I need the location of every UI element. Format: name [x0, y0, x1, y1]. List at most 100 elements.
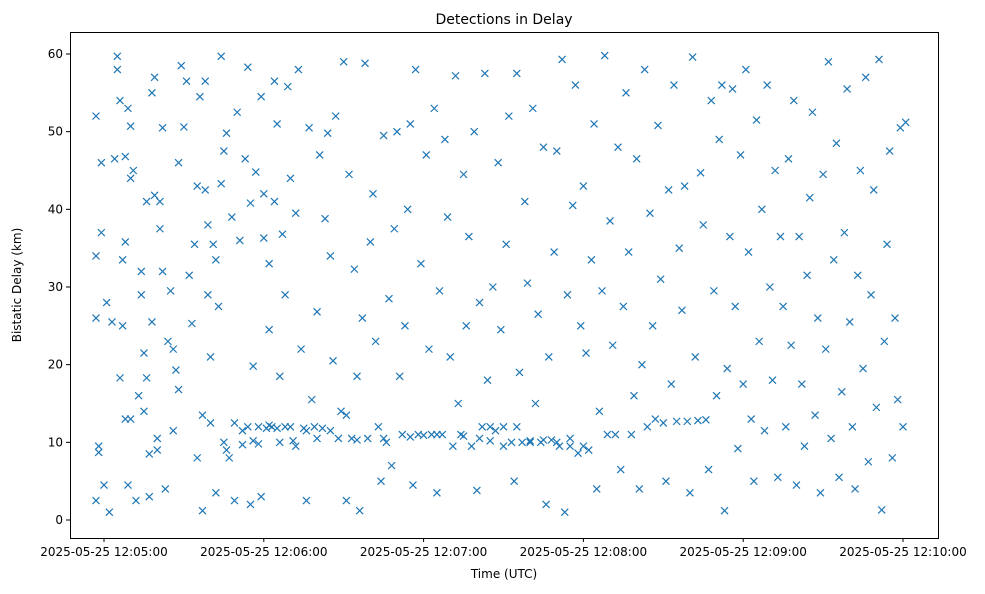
- data-point: [472, 486, 481, 495]
- data-point: [821, 345, 830, 354]
- data-point: [848, 422, 857, 431]
- data-point: [355, 506, 364, 515]
- data-point: [126, 122, 135, 131]
- data-point: [222, 446, 231, 455]
- data-point: [728, 85, 737, 93]
- data-point: [94, 448, 103, 457]
- data-point: [504, 112, 513, 121]
- data-point: [528, 104, 537, 113]
- data-point: [201, 77, 210, 86]
- data-point: [885, 147, 894, 156]
- data-point: [883, 240, 891, 249]
- data-point: [606, 217, 614, 225]
- data-point: [393, 127, 401, 136]
- x-tick-label: 2025-05-25 12:09:00: [679, 545, 806, 559]
- data-point: [283, 82, 292, 91]
- data-point: [435, 286, 444, 295]
- data-point: [566, 434, 575, 443]
- data-point: [217, 179, 226, 188]
- data-point: [880, 337, 889, 346]
- data-point: [467, 442, 476, 451]
- data-point: [784, 154, 793, 163]
- data-point: [297, 345, 306, 354]
- data-point: [827, 434, 836, 443]
- data-point: [217, 52, 226, 61]
- data-point: [824, 57, 833, 66]
- data-point: [275, 438, 284, 447]
- data-point: [667, 380, 676, 389]
- data-point: [358, 314, 367, 322]
- data-point: [209, 240, 218, 249]
- data-point: [603, 430, 612, 439]
- data-point: [206, 352, 215, 361]
- data-point: [805, 193, 814, 202]
- data-point: [720, 506, 729, 515]
- data-point: [422, 151, 431, 159]
- x-axis-label: Time (UTC): [470, 567, 537, 581]
- data-point: [542, 500, 551, 509]
- data-point: [462, 321, 471, 330]
- data-point: [190, 240, 199, 249]
- data-point: [749, 477, 758, 486]
- data-point: [342, 411, 351, 420]
- data-point: [259, 189, 268, 198]
- data-point: [225, 453, 234, 462]
- data-point: [566, 442, 575, 451]
- x-tick-label: 2025-05-25 12:08:00: [520, 545, 647, 559]
- data-point: [709, 286, 718, 295]
- data-point: [691, 352, 700, 361]
- data-point: [654, 121, 662, 130]
- data-point: [779, 302, 788, 311]
- data-point: [331, 112, 340, 121]
- y-tick-label: 0: [55, 513, 63, 527]
- data-point: [347, 434, 356, 443]
- data-point: [539, 436, 548, 444]
- x-tick-label: 2025-05-25 12:07:00: [360, 545, 487, 559]
- data-point: [321, 214, 329, 223]
- data-point: [488, 283, 497, 291]
- data-point: [148, 318, 156, 326]
- data-point: [206, 418, 215, 427]
- data-point: [592, 485, 601, 493]
- data-point: [294, 65, 303, 74]
- data-point: [251, 168, 260, 176]
- data-point: [163, 337, 172, 346]
- data-point: [140, 407, 148, 416]
- data-point: [214, 302, 223, 311]
- data-point: [891, 314, 899, 322]
- data-point: [257, 492, 266, 501]
- data-point: [664, 185, 673, 194]
- data-point: [893, 395, 902, 404]
- data-point: [499, 422, 508, 431]
- data-point: [797, 380, 806, 389]
- data-point: [374, 422, 383, 431]
- data-point: [789, 96, 798, 105]
- data-point: [867, 290, 875, 299]
- data-point: [310, 422, 319, 431]
- data-point: [337, 407, 345, 416]
- data-point: [305, 123, 314, 132]
- data-point: [464, 232, 473, 241]
- data-point: [584, 446, 593, 455]
- data-point: [731, 302, 740, 311]
- data-point: [350, 265, 359, 274]
- data-point: [92, 112, 100, 121]
- data-point: [872, 403, 881, 412]
- data-point: [616, 465, 625, 474]
- data-point: [717, 81, 726, 89]
- data-point: [571, 81, 580, 89]
- data-point: [219, 438, 228, 447]
- data-point: [608, 341, 617, 350]
- data-point: [440, 135, 449, 144]
- data-point: [552, 438, 561, 447]
- data-point: [182, 77, 191, 86]
- data-point: [150, 73, 159, 82]
- data-point: [124, 481, 132, 489]
- data-point: [142, 373, 151, 382]
- data-point: [672, 417, 681, 426]
- data-point: [813, 314, 822, 322]
- data-point: [512, 422, 521, 431]
- data-point: [494, 158, 503, 167]
- data-point: [275, 372, 284, 381]
